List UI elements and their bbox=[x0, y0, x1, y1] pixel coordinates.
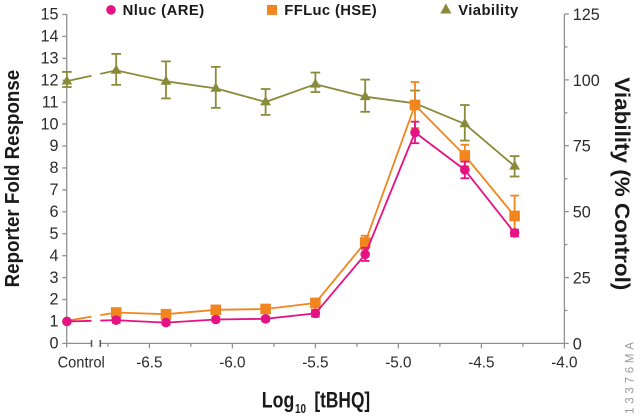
svg-text:Nluc (ARE): Nluc (ARE) bbox=[123, 3, 205, 19]
svg-text:-6.0: -6.0 bbox=[219, 355, 246, 372]
svg-text:13: 13 bbox=[40, 50, 58, 68]
svg-text:3: 3 bbox=[49, 269, 58, 287]
svg-text:125: 125 bbox=[573, 6, 600, 24]
svg-text:9: 9 bbox=[49, 137, 58, 155]
svg-text:14: 14 bbox=[40, 28, 58, 46]
svg-text:7: 7 bbox=[49, 181, 58, 199]
svg-text:0: 0 bbox=[573, 335, 582, 353]
svg-text:12: 12 bbox=[40, 71, 58, 89]
svg-text:-4.5: -4.5 bbox=[468, 355, 495, 372]
svg-text:-4.0: -4.0 bbox=[551, 355, 578, 372]
svg-text:-5.5: -5.5 bbox=[302, 355, 329, 372]
svg-text:11: 11 bbox=[42, 93, 59, 111]
svg-text:25: 25 bbox=[573, 269, 591, 287]
svg-text:10: 10 bbox=[295, 402, 306, 416]
svg-text:-5.0: -5.0 bbox=[385, 355, 412, 372]
svg-text:Viability: Viability bbox=[458, 3, 519, 19]
svg-text:0: 0 bbox=[49, 335, 58, 353]
svg-text:Log: Log bbox=[262, 388, 295, 413]
svg-text:8: 8 bbox=[49, 159, 58, 177]
svg-text:4: 4 bbox=[49, 247, 58, 265]
svg-text:6: 6 bbox=[49, 203, 58, 221]
svg-text:Viability (% Control): Viability (% Control) bbox=[610, 77, 634, 290]
svg-text:50: 50 bbox=[573, 204, 591, 222]
svg-text:100: 100 bbox=[573, 72, 600, 90]
svg-text:15: 15 bbox=[40, 6, 58, 24]
svg-text:[tBHQ]: [tBHQ] bbox=[314, 388, 370, 413]
svg-text:Reporter Fold Response: Reporter Fold Response bbox=[2, 70, 24, 288]
svg-text:2: 2 bbox=[49, 291, 58, 309]
svg-text:5: 5 bbox=[49, 225, 58, 243]
svg-text:Control: Control bbox=[58, 355, 105, 372]
svg-text:10: 10 bbox=[40, 115, 58, 133]
svg-text:1: 1 bbox=[49, 313, 58, 331]
svg-text:75: 75 bbox=[573, 138, 591, 156]
svg-text:-6.5: -6.5 bbox=[136, 355, 163, 372]
svg-text:FFLuc (HSE): FFLuc (HSE) bbox=[284, 3, 376, 19]
